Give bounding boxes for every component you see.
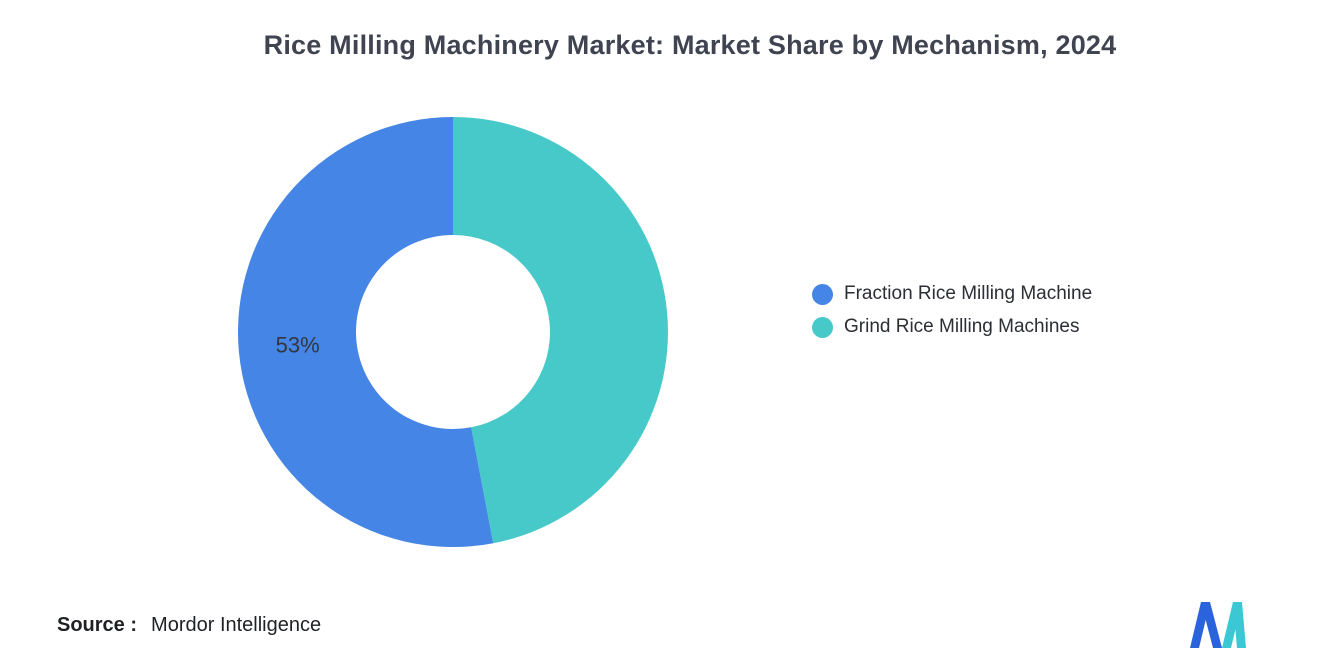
donut-chart-svg: 53%: [237, 117, 668, 547]
logo-stroke-blue-2: [1201, 602, 1222, 648]
legend-item-fraction: Fraction Rice Milling Machine: [812, 283, 1092, 305]
logo-stroke-teal-2: [1233, 602, 1246, 648]
legend-item-grind: Grind Rice Milling Machines: [812, 316, 1092, 338]
chart-title: Rice Milling Machinery Market: Market Sh…: [263, 30, 1117, 60]
legend-swatch-fraction: [812, 283, 833, 305]
mordor-intelligence-logo: [1190, 602, 1246, 648]
legend-swatch-grind: [812, 316, 833, 338]
donut-chart: 53%: [237, 117, 668, 547]
pie-data-label: 53%: [276, 333, 320, 358]
chart-legend: Fraction Rice Milling Machine Grind Rice…: [812, 283, 1092, 338]
pie-slice: [237, 117, 494, 547]
source-prefix: Source :: [57, 614, 138, 636]
legend-label-grind: Grind Rice Milling Machines: [844, 316, 1080, 337]
source-line: Source : Mordor Intelligence: [57, 614, 321, 637]
legend-label-fraction: Fraction Rice Milling Machine: [844, 283, 1093, 304]
source-name: Mordor Intelligence: [151, 614, 322, 636]
pie-slice: [453, 117, 668, 544]
